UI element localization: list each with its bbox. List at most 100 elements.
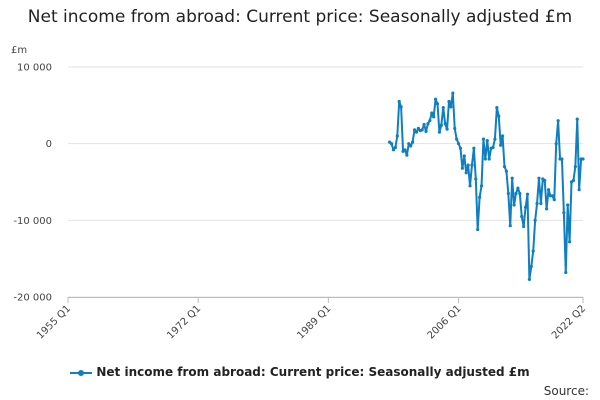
y-axis-ticks: 10 000 0 -10 000 -20 000 bbox=[13, 63, 52, 304]
data-point bbox=[500, 134, 505, 138]
data-point bbox=[497, 114, 501, 118]
data-point bbox=[435, 102, 440, 106]
data-point bbox=[422, 122, 426, 127]
data-point bbox=[439, 123, 443, 127]
data-point bbox=[453, 126, 457, 130]
data-point bbox=[550, 194, 554, 198]
data-point bbox=[546, 188, 551, 192]
legend-swatch bbox=[70, 365, 93, 379]
data-point bbox=[535, 201, 539, 206]
data-point bbox=[566, 203, 570, 207]
data-point bbox=[476, 227, 480, 232]
data-point bbox=[416, 126, 420, 130]
data-point bbox=[529, 264, 533, 268]
data-point bbox=[470, 163, 474, 167]
data-point bbox=[451, 91, 455, 95]
data-point bbox=[403, 148, 407, 152]
source-label: Source: bbox=[543, 384, 589, 398]
data-point bbox=[428, 119, 432, 123]
data-point bbox=[522, 224, 526, 229]
data-point bbox=[575, 117, 579, 121]
data-point bbox=[552, 198, 556, 202]
legend-dot-marker bbox=[78, 370, 85, 376]
data-point bbox=[478, 195, 482, 199]
data-point bbox=[426, 122, 430, 126]
data-point bbox=[464, 171, 468, 175]
data-point bbox=[504, 169, 509, 173]
data-point bbox=[397, 99, 401, 104]
x-axis-ticks: 1955 Q1 1972 Q1 1989 Q1 2006 Q1 2022 Q2 bbox=[35, 297, 588, 341]
data-point bbox=[514, 191, 518, 196]
y-tick-label: 10 000 bbox=[17, 63, 52, 74]
data-point bbox=[560, 157, 564, 161]
data-point bbox=[491, 145, 495, 150]
data-point bbox=[474, 177, 478, 181]
data-point bbox=[479, 184, 484, 188]
data-point bbox=[545, 207, 549, 211]
data-point bbox=[527, 277, 531, 281]
data-point bbox=[571, 178, 576, 183]
data-point bbox=[411, 140, 415, 144]
data-point bbox=[462, 154, 466, 158]
data-point bbox=[393, 145, 397, 150]
data-point bbox=[556, 119, 560, 123]
data-point bbox=[510, 176, 514, 180]
data-point bbox=[395, 134, 399, 138]
data-point bbox=[455, 137, 459, 141]
data-point bbox=[430, 111, 434, 115]
data-point bbox=[525, 192, 530, 196]
data-point bbox=[433, 97, 438, 101]
data-point bbox=[466, 163, 470, 167]
data-point bbox=[447, 99, 451, 104]
chart-title: Net income from abroad: Current price: S… bbox=[27, 7, 573, 27]
data-point bbox=[445, 127, 449, 131]
data-point bbox=[456, 142, 461, 146]
data-point bbox=[399, 105, 403, 109]
data-point bbox=[493, 137, 497, 141]
data-point bbox=[564, 270, 568, 275]
data-point bbox=[577, 188, 581, 192]
data-point bbox=[539, 201, 543, 206]
data-point bbox=[516, 186, 520, 190]
grid-lines bbox=[68, 66, 583, 298]
legend-label: Net income from abroad: Current price: S… bbox=[96, 365, 530, 379]
data-point bbox=[554, 142, 558, 146]
data-point bbox=[499, 143, 503, 147]
x-tick-label: 1955 Q1 bbox=[35, 303, 73, 341]
data-point bbox=[458, 146, 463, 150]
y-tick-label: -10 000 bbox=[13, 216, 52, 227]
data-point bbox=[512, 203, 516, 207]
x-tick-label: 1989 Q1 bbox=[295, 303, 333, 341]
data-point bbox=[414, 130, 419, 134]
data-point bbox=[420, 128, 424, 132]
data-point bbox=[432, 115, 436, 119]
data-point bbox=[441, 106, 445, 110]
data-point bbox=[502, 165, 507, 169]
data-point bbox=[407, 142, 411, 146]
data-point bbox=[537, 176, 541, 180]
data-point bbox=[495, 106, 499, 110]
data-point bbox=[487, 157, 491, 161]
data-point bbox=[543, 178, 547, 183]
data-point bbox=[472, 146, 476, 150]
y-tick-label: 0 bbox=[46, 139, 52, 150]
data-point bbox=[437, 130, 442, 134]
data-point bbox=[573, 165, 577, 169]
data-point bbox=[409, 144, 413, 148]
x-tick-label: 2006 Q1 bbox=[426, 303, 464, 341]
data-point bbox=[567, 240, 572, 244]
data-point bbox=[485, 139, 489, 143]
data-point bbox=[531, 249, 535, 253]
data-point bbox=[468, 184, 472, 188]
data-point bbox=[508, 224, 512, 228]
y-tick-label: -20 000 bbox=[13, 293, 52, 304]
data-point bbox=[424, 129, 428, 133]
x-tick-label: 1972 Q1 bbox=[165, 303, 203, 341]
x-tick-label: 2022 Q2 bbox=[550, 303, 588, 341]
data-point bbox=[481, 137, 486, 141]
data-point bbox=[389, 142, 394, 146]
y-axis-unit-label: £m bbox=[11, 45, 28, 56]
series-layer bbox=[388, 91, 585, 281]
data-point bbox=[412, 128, 417, 132]
